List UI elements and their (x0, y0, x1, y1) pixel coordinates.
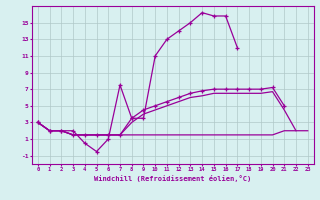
X-axis label: Windchill (Refroidissement éolien,°C): Windchill (Refroidissement éolien,°C) (94, 175, 252, 182)
